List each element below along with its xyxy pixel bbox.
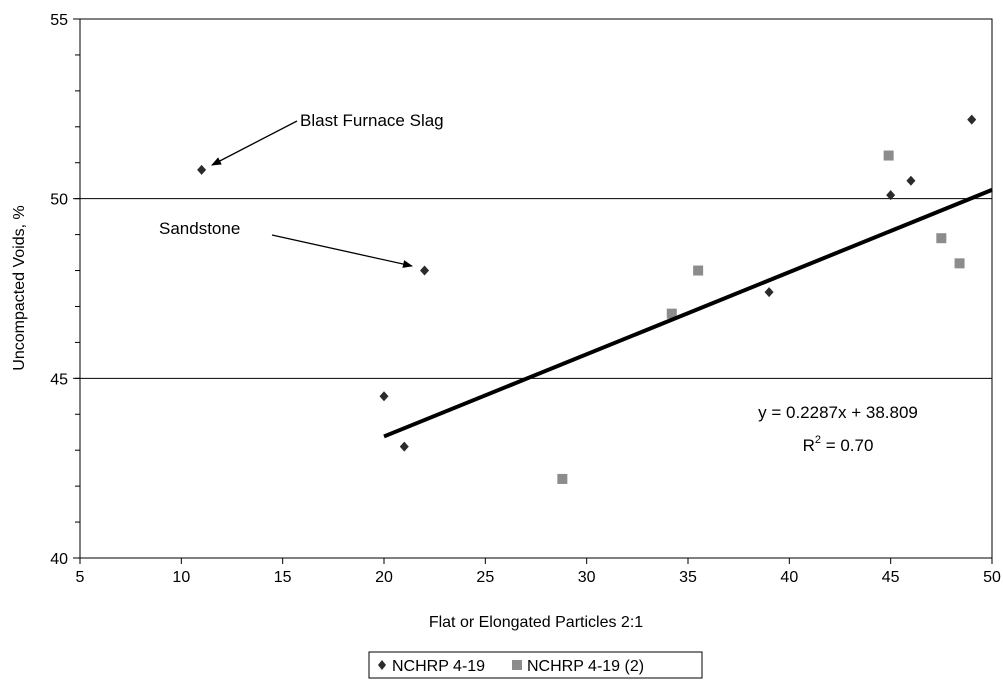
x-tick-label: 50 (983, 569, 1001, 586)
y-tick-label: 45 (50, 371, 68, 388)
data-point-nchrp-4-19 (379, 391, 389, 402)
data-point-nchrp-4-19-2 (666, 308, 677, 319)
annotation-arrow-sandstone (271, 234, 413, 268)
legend-box (368, 651, 703, 679)
trendline-equation: y = 0.2287x + 38.809 (758, 403, 918, 422)
x-tick-label: 30 (578, 569, 596, 586)
y-tick-label: 50 (50, 192, 68, 209)
y-tick-label: 55 (50, 12, 68, 29)
data-points (197, 114, 977, 484)
x-tick-label: 45 (882, 569, 900, 586)
data-point-nchrp-4-19 (764, 287, 774, 298)
data-point-nchrp-4-19 (197, 164, 207, 175)
data-point-nchrp-4-19-2 (693, 265, 704, 276)
x-tick-label: 5 (76, 569, 85, 586)
trendline (383, 188, 993, 439)
data-point-nchrp-4-19-2 (936, 233, 947, 244)
legend: NCHRP 4-19 NCHRP 4-19 (2) (368, 651, 703, 679)
x-tick-label: 25 (476, 569, 494, 586)
r-squared-value: = 0.70 (821, 436, 873, 455)
x-tick-label: 20 (375, 569, 393, 586)
annotation-sandstone: Sandstone (159, 219, 240, 238)
x-tick-label: 15 (274, 569, 292, 586)
data-point-nchrp-4-19 (886, 190, 896, 201)
legend-label-nchrp-4-19-2: NCHRP 4-19 (2) (527, 658, 644, 675)
y-axis-ticks: 40 45 50 55 (50, 12, 80, 568)
y-tick-label: 40 (50, 551, 68, 568)
x-axis-ticks: 5 10 15 20 25 30 35 40 45 50 (76, 558, 1001, 586)
annotation-blast-furnace-slag: Blast Furnace Slag (300, 111, 444, 130)
data-point-nchrp-4-19 (420, 265, 430, 276)
r-squared-label: R2 = 0.70 (803, 434, 874, 455)
legend-marker-nchrp-4-19-2 (512, 660, 522, 670)
data-point-nchrp-4-19 (399, 441, 409, 452)
legend-label-nchrp-4-19: NCHRP 4-19 (392, 658, 485, 675)
trendline-group (383, 188, 993, 439)
data-point-nchrp-4-19 (967, 114, 977, 125)
data-point-nchrp-4-19 (906, 175, 916, 186)
data-point-nchrp-4-19-2 (883, 150, 894, 161)
r-squared-superscript: 2 (815, 434, 821, 446)
data-point-nchrp-4-19-2 (954, 258, 965, 269)
x-tick-label: 10 (172, 569, 190, 586)
gridlines (80, 198, 992, 379)
x-tick-label: 35 (679, 569, 697, 586)
data-point-nchrp-4-19-2 (557, 473, 568, 484)
plot-area (79, 18, 993, 559)
x-tick-label: 40 (780, 569, 798, 586)
annotation-arrow-blast-furnace-slag (211, 120, 298, 166)
legend-marker-nchrp-4-19 (378, 660, 386, 670)
y-axis-title: Uncompacted Voids, % (11, 205, 28, 370)
x-axis-title: Flat or Elongated Particles 2:1 (429, 614, 643, 631)
